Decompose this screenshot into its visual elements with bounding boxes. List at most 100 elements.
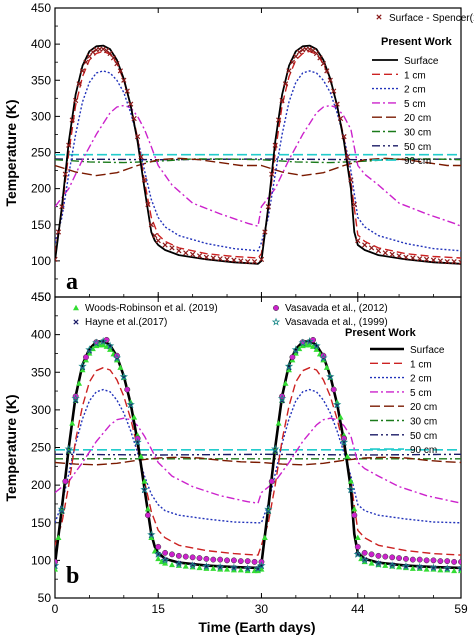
panel-b-series-line-50-cm — [55, 453, 461, 456]
panel-b-reference-point — [133, 437, 142, 446]
panel-a-y-tick-label: 200 — [31, 182, 51, 196]
panel-b-plot-frame — [54, 296, 462, 599]
panel-b-reference-point — [298, 338, 307, 347]
panel-a-reference-point — [90, 49, 96, 55]
panel-b-reference-point — [100, 341, 107, 348]
panel-a-reference-point — [190, 251, 196, 257]
panel-b-reference-point — [401, 561, 411, 570]
panel-a-series-line-2-cm — [55, 70, 461, 252]
panel-b-reference-point — [319, 353, 328, 362]
panel-b-reference-point — [124, 386, 131, 393]
panel-b-legend-group-title: Present Work — [345, 327, 417, 339]
panel-b-legend-marker — [271, 317, 281, 326]
panel-a-reference-point — [451, 258, 457, 265]
panel-b-reference-point — [305, 336, 314, 345]
panel-b-series-line-20-cm — [55, 456, 461, 466]
panel-b-y-tick-label: 50 — [38, 591, 52, 605]
panel-b-reference-point — [396, 555, 403, 562]
panel-b-reference-point — [257, 561, 266, 570]
panel-b-reference-point — [182, 563, 189, 569]
panel-b-reference-point — [368, 560, 375, 566]
panel-a-reference-point — [55, 229, 62, 235]
panel-b-legend-label: 30 cm — [410, 417, 437, 428]
panel-a-reference-point — [124, 88, 130, 94]
panel-a-reference-point — [245, 258, 251, 265]
panel-a-reference-point — [76, 81, 82, 87]
panel-b-legend-label-reference: Woods-Robinson et al. (2019) — [85, 303, 218, 314]
panel-b-reference-point — [98, 336, 108, 345]
panel-b-reference-point — [409, 556, 416, 563]
panel-a-reference-point — [128, 101, 134, 107]
panel-b-legend-label: 2 cm — [410, 374, 432, 385]
panel-b-reference-point — [437, 558, 444, 565]
panel-a-reference-point — [334, 101, 340, 107]
panel-b-reference-point — [368, 551, 375, 558]
panel-b-reference-point — [423, 557, 430, 564]
panel-b-reference-point — [244, 558, 251, 565]
panel-a-plot-area — [55, 44, 461, 265]
panel-a-reference-point — [286, 68, 292, 74]
panel-b-reference-point — [203, 555, 210, 562]
panel-b-reference-point — [169, 551, 175, 558]
panel-b-reference-point — [144, 512, 151, 519]
panel-a-y-tick-label: 300 — [31, 109, 51, 123]
panel-a-reference-point — [238, 258, 244, 264]
panel-a-reference-point — [396, 253, 402, 259]
panel-a-legend-label: 5 cm — [404, 99, 426, 110]
panel-b-reference-point — [55, 566, 58, 572]
panel-a-y-axis-label: Temperature (K) — [3, 99, 19, 206]
panel-b-reference-point — [409, 565, 416, 571]
panel-a-reference-point — [176, 248, 182, 254]
panel-a-reference-point — [337, 115, 344, 122]
panel-a-reference-point — [169, 245, 175, 251]
panel-b-legend-label-reference: Vasavada et al., (2012) — [285, 303, 388, 314]
panel-a-reference-point — [183, 250, 189, 256]
panel-a-reference-point — [289, 59, 296, 65]
panel-b-reference-point — [160, 555, 170, 564]
panel-a-reference-point — [276, 117, 282, 123]
panel-a-reference-point — [86, 53, 93, 60]
panel-a-chart: 50 100 150 200 250 300 350 400 450 Surface - Spen… — [31, 1, 474, 304]
panel-b-reference-point — [429, 563, 438, 572]
panel-b-reference-point — [375, 552, 382, 559]
panel-a-reference-point — [203, 254, 210, 260]
panel-a-y-tick-label: 100 — [31, 254, 51, 268]
panel-a-reference-point — [110, 55, 117, 61]
panel-a-reference-point — [331, 88, 337, 94]
panel-a-series-line-surface — [55, 44, 461, 265]
panel-a-reference-point — [403, 254, 409, 260]
panel-b-reference-point — [268, 478, 275, 485]
panel-a-reference-point — [327, 77, 333, 83]
panel-b-reference-point — [189, 554, 196, 561]
panel-b-reference-point — [83, 354, 89, 361]
panel-b-reference-point — [71, 394, 80, 403]
panel-b-y-tick-label: 350 — [31, 365, 51, 379]
panel-a-reference-point — [145, 201, 151, 208]
panel-a-legend-marker-spencer — [376, 14, 382, 20]
panel-b-reference-point — [78, 361, 87, 370]
panel-b-reference-point — [162, 560, 169, 566]
panel-b-reference-point — [458, 558, 461, 565]
panel-a-reference-point — [382, 250, 388, 256]
panel-a-reference-point — [131, 115, 137, 122]
panel-a-y-tick-label: 350 — [31, 73, 51, 87]
panel-b-reference-point — [437, 566, 444, 573]
panel-b-reference-point — [215, 562, 225, 571]
panel-b-reference-point — [326, 372, 335, 381]
panel-b-y-tick-label: 100 — [31, 553, 51, 567]
panel-a-reference-point — [341, 133, 347, 140]
panel-b-reference-point — [64, 444, 73, 453]
panel-b-reference-point — [361, 549, 368, 556]
panel-a-label: a — [66, 269, 78, 295]
panel-a-reference-point — [444, 258, 450, 265]
panel-a-reference-point — [73, 97, 79, 104]
panel-b-y-tick-label: 250 — [31, 441, 51, 455]
panel-b-reference-point — [155, 543, 162, 550]
panel-b-reference-point — [168, 561, 175, 568]
panel-a-y-tick-label: 400 — [31, 37, 51, 51]
panel-b-reference-point — [415, 562, 424, 571]
panel-a-reference-point — [79, 68, 86, 74]
panel-b-reference-point — [443, 564, 452, 573]
panel-b-reference-point — [230, 557, 237, 564]
panel-b-reference-point — [351, 512, 358, 519]
